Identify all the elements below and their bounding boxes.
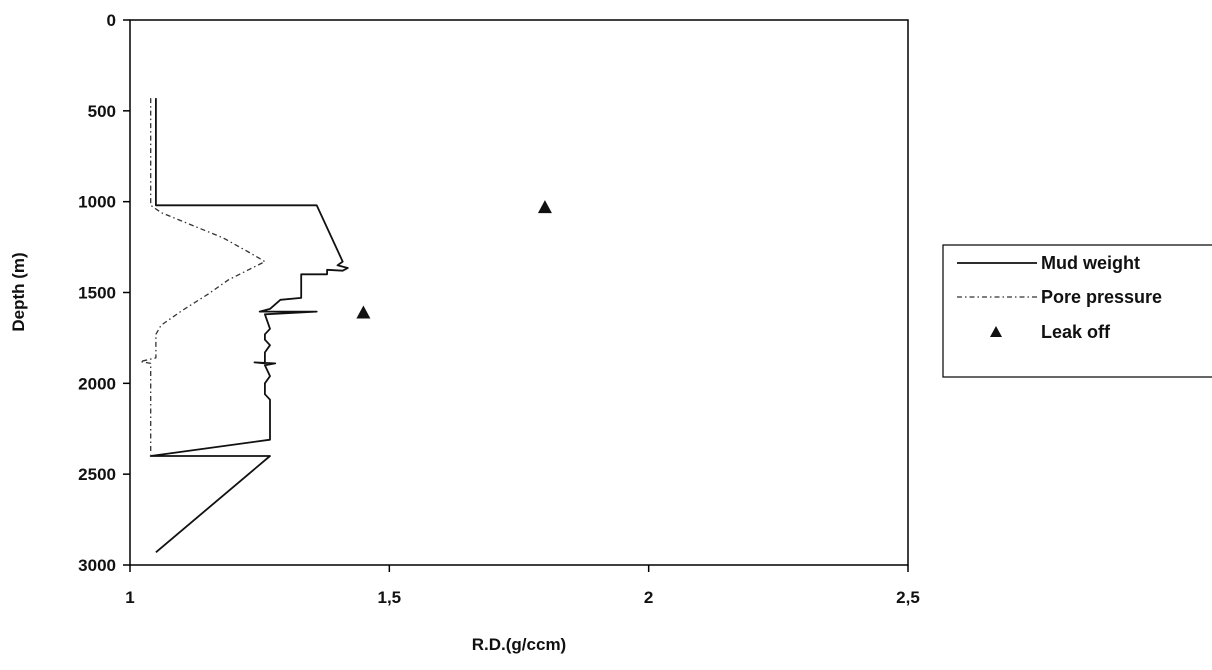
leak-off-marker: [356, 305, 371, 319]
mud-weight-line: [149, 98, 349, 553]
y-tick-label: 2000: [78, 374, 116, 393]
legend-swatch-leak-off: [990, 326, 1002, 337]
legend: Mud weight Pore pressure Leak off: [942, 244, 1212, 378]
x-axis-title: R.D.(g/ccm): [472, 635, 566, 654]
series-layer: [139, 98, 552, 553]
legend-item-leak-off: Leak off: [990, 322, 1111, 342]
legend-items: Mud weight Pore pressure Leak off: [957, 253, 1162, 342]
legend-label-pore-pressure: Pore pressure: [1041, 287, 1162, 307]
y-tick-label: 0: [107, 11, 116, 30]
y-tick-label: 500: [88, 102, 116, 121]
pore-pressure-line: [139, 98, 266, 455]
y-axis-ticks: 0 500 1000 1500 2000 2500 3000: [78, 11, 130, 575]
x-tick-label: 1,5: [378, 588, 402, 607]
legend-label-mud-weight: Mud weight: [1041, 253, 1140, 273]
x-tick-label: 1: [125, 588, 134, 607]
x-axis-ticks: 1 1,5 2 2,5: [125, 565, 920, 607]
leak-off-marker: [537, 200, 552, 214]
y-tick-label: 3000: [78, 556, 116, 575]
x-tick-label: 2: [644, 588, 653, 607]
y-tick-label: 1000: [78, 193, 116, 212]
x-tick-label: 2,5: [896, 588, 920, 607]
plot-area: [129, 19, 909, 566]
y-axis-title: Depth (m): [9, 252, 28, 331]
legend-label-leak-off: Leak off: [1041, 322, 1111, 342]
y-tick-label: 2500: [78, 465, 116, 484]
legend-item-mud-weight: Mud weight: [957, 253, 1140, 273]
y-tick-label: 1500: [78, 284, 116, 303]
legend-item-pore-pressure: Pore pressure: [957, 287, 1162, 307]
legend-box: [942, 244, 1212, 378]
